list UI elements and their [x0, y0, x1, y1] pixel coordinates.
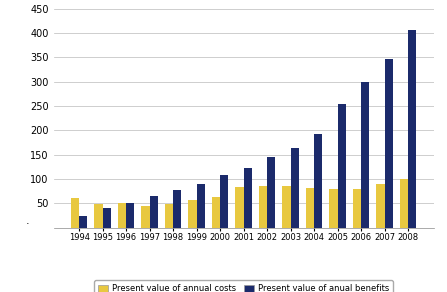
Bar [141, 206, 150, 228]
Bar [197, 184, 205, 228]
Bar [244, 168, 252, 228]
Bar [306, 188, 314, 228]
Bar [408, 30, 416, 228]
Bar [236, 187, 244, 228]
Bar [291, 148, 299, 228]
Bar [173, 190, 181, 228]
Bar [150, 196, 158, 228]
Bar [384, 59, 393, 228]
Bar [126, 204, 135, 228]
Bar [188, 199, 197, 228]
Bar [314, 134, 322, 228]
Bar [165, 204, 173, 228]
Bar [220, 175, 228, 228]
Legend: Present value of annual costs, Present value of anual benefits: Present value of annual costs, Present v… [94, 280, 393, 292]
Bar [94, 204, 103, 228]
Bar [353, 189, 361, 228]
Bar [400, 179, 408, 228]
Bar [267, 157, 275, 228]
Bar [212, 197, 220, 228]
Bar [103, 208, 111, 228]
Bar [118, 204, 126, 228]
Bar [376, 184, 384, 228]
Bar [259, 186, 267, 228]
Bar [283, 186, 291, 228]
Bar [361, 82, 369, 228]
Bar [337, 104, 346, 228]
Bar [71, 198, 79, 228]
Text: .: . [25, 215, 29, 226]
Bar [79, 215, 87, 228]
Bar [329, 189, 337, 228]
